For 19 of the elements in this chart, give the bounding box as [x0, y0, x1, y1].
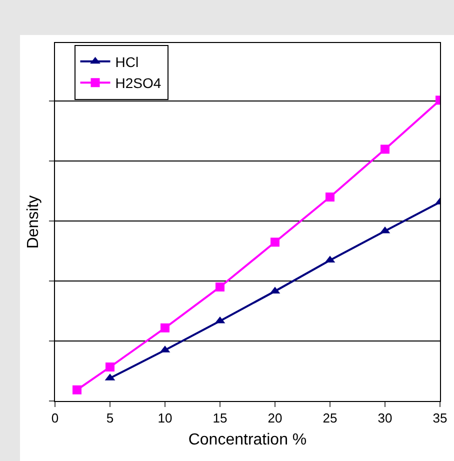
x-axis-title: Concentration %: [188, 431, 307, 448]
point: [270, 238, 280, 247]
x-tick-label: 20: [268, 410, 282, 426]
x-tick-label: 35: [432, 410, 448, 426]
legend-label: HCl: [115, 54, 139, 70]
point: [216, 282, 224, 292]
point: [380, 144, 390, 154]
point: [106, 362, 114, 372]
x-tick-label: 5: [106, 410, 114, 426]
x-tick-label: 15: [212, 410, 228, 426]
x-tick-label: 25: [322, 410, 338, 426]
point: [72, 385, 82, 394]
x-tick-label: 10: [158, 410, 172, 426]
legend-label: H2SO4: [115, 75, 162, 92]
x-tick-label: 0: [51, 410, 59, 426]
x-tick-label: 30: [378, 410, 392, 426]
point: [160, 323, 170, 332]
point: [326, 192, 334, 202]
y-axis-title: Density: [24, 195, 42, 249]
